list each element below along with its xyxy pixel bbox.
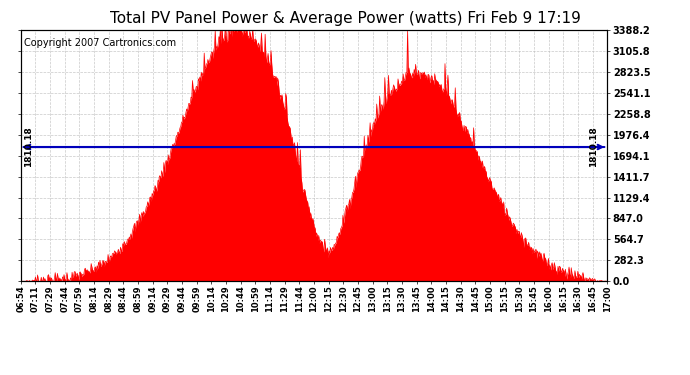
Text: 1810.18: 1810.18: [589, 127, 598, 167]
Text: 1810.18: 1810.18: [23, 127, 32, 167]
Text: Copyright 2007 Cartronics.com: Copyright 2007 Cartronics.com: [23, 38, 176, 48]
Text: Total PV Panel Power & Average Power (watts) Fri Feb 9 17:19: Total PV Panel Power & Average Power (wa…: [110, 11, 580, 26]
